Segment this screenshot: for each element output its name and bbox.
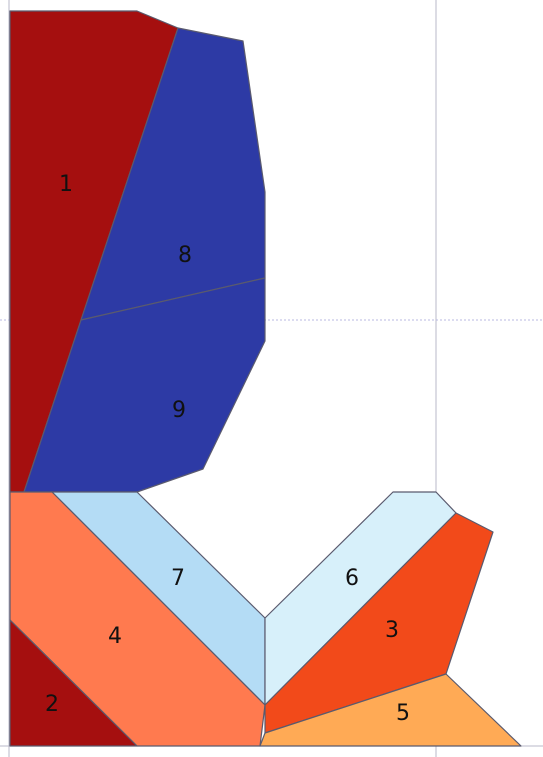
region-5 <box>259 673 522 747</box>
region-label-2: 2 <box>45 692 59 717</box>
region-label-5: 5 <box>396 701 410 726</box>
region-label-4: 4 <box>108 624 122 649</box>
region-label-6: 6 <box>345 566 359 591</box>
region-label-9: 9 <box>172 398 186 423</box>
region-label-8: 8 <box>178 243 192 268</box>
region-6 <box>264 491 457 706</box>
region-2 <box>9 619 138 747</box>
region-label-7: 7 <box>171 566 185 591</box>
region-label-1: 1 <box>59 172 73 197</box>
region-8 <box>80 27 266 321</box>
region-label-3: 3 <box>385 618 399 643</box>
